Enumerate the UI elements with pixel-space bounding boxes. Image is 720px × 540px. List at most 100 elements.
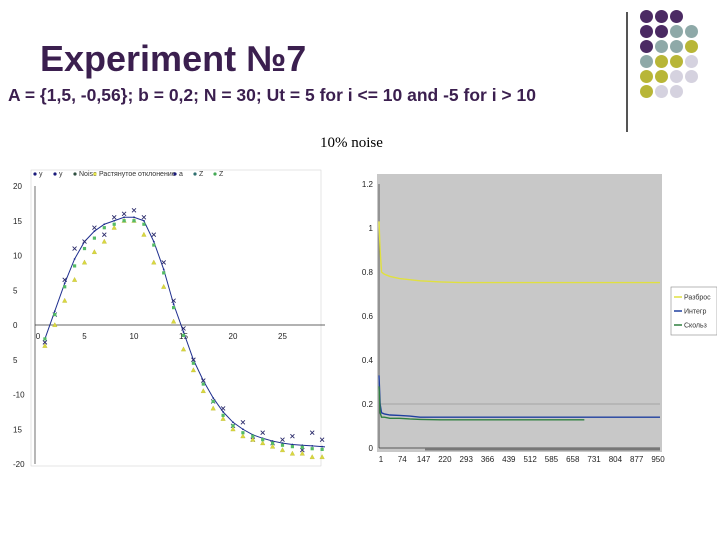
- data-point-model: [53, 310, 56, 312]
- data-point-model: [93, 230, 96, 233]
- data-point-z: [280, 443, 285, 447]
- decor-dot: [640, 70, 653, 83]
- data-point-z: [122, 219, 126, 223]
- decor-dot: [640, 85, 653, 98]
- x-tick-label: 293: [460, 455, 474, 464]
- data-point-model: [232, 421, 234, 424]
- data-point-z: [271, 441, 275, 445]
- data-point-model: [281, 442, 284, 445]
- data-point-noisy: [161, 260, 167, 265]
- point-x-stroke: [161, 260, 167, 265]
- x-tick-label: 0: [36, 332, 41, 341]
- point-x-stroke: [42, 340, 48, 345]
- y-tick-label: 0.8: [362, 268, 374, 277]
- data-point-deviation: [260, 440, 266, 446]
- data-point-z: [43, 337, 47, 341]
- data-point-noisy: [319, 437, 325, 442]
- data-point-z: [211, 399, 215, 404]
- decor-dot: [685, 25, 698, 38]
- point-x-stroke: [92, 225, 97, 231]
- series-line-integral: [378, 375, 660, 418]
- point-x-stroke: [260, 430, 266, 436]
- data-point-model: [172, 303, 175, 306]
- decor-dot: [670, 55, 683, 68]
- point-x-stroke: [151, 232, 157, 237]
- data-point-z: [82, 246, 87, 251]
- point-x-stroke: [280, 437, 285, 442]
- x-tick-label: 74: [398, 455, 407, 464]
- y-tick-label: -20: [13, 460, 25, 468]
- point-x-stroke: [319, 437, 325, 442]
- data-point-model: [291, 443, 294, 446]
- data-point-noisy: [240, 419, 246, 425]
- data-point-deviation: [141, 231, 147, 237]
- series-line-sliding: [378, 386, 585, 421]
- data-point-noisy: [121, 211, 127, 217]
- divider-line: [626, 12, 628, 132]
- legend-marker-left: [33, 172, 37, 176]
- data-point-model: [103, 223, 106, 226]
- x-tick-label: 366: [481, 455, 495, 464]
- y-tick-label: 10: [13, 252, 22, 261]
- decor-dot: [685, 55, 698, 68]
- decor-dot: [670, 85, 683, 98]
- data-point-deviation: [151, 259, 157, 265]
- legend-marker-left: [53, 172, 57, 176]
- data-point-deviation: [270, 443, 276, 449]
- data-point-noisy: [92, 225, 97, 231]
- y-tick-label: 0.2: [362, 400, 374, 409]
- x-tick-label: 804: [609, 455, 623, 464]
- data-point-noisy: [111, 214, 117, 220]
- marks-left: [42, 208, 325, 460]
- data-point-model: [212, 397, 215, 399]
- data-point-z: [92, 236, 96, 240]
- decor-dot: [670, 10, 683, 23]
- data-point-z: [73, 264, 77, 268]
- plot-area-right: [377, 174, 662, 452]
- data-point-noisy: [290, 433, 295, 439]
- data-point-z: [53, 312, 57, 317]
- data-point-deviation: [42, 343, 48, 348]
- data-point-noisy: [141, 214, 147, 220]
- data-point-deviation: [171, 318, 177, 324]
- data-point-z: [142, 222, 146, 226]
- data-point-z: [231, 424, 235, 428]
- data-point-z: [290, 445, 294, 449]
- y-tick-label: 1.2: [362, 180, 374, 189]
- data-point-noisy: [42, 340, 48, 345]
- data-point-deviation: [220, 416, 226, 421]
- point-x-stroke: [72, 246, 77, 251]
- data-point-noisy: [220, 406, 226, 411]
- marks-right: [378, 221, 660, 421]
- data-point-deviation: [52, 322, 58, 327]
- data-point-z: [261, 438, 265, 442]
- point-x-stroke: [141, 214, 147, 220]
- data-point-deviation: [200, 388, 206, 393]
- point-x-stroke: [290, 433, 295, 439]
- data-point-model: [321, 445, 323, 448]
- data-point-z: [320, 447, 324, 452]
- y-tick-label: 15: [13, 425, 22, 434]
- chart-right: 1.210.80.60.40.201 74 147 220 293 366 439 512 58…: [362, 174, 717, 464]
- data-point-z: [132, 219, 136, 223]
- legend-label-left: y: [59, 171, 63, 178]
- data-point-noisy: [82, 239, 87, 244]
- data-point-model: [242, 428, 244, 431]
- legend-label-right: Скольз: [684, 323, 707, 330]
- data-point-deviation: [279, 447, 286, 453]
- data-point-noisy: [131, 208, 137, 213]
- data-point-model: [182, 331, 185, 333]
- data-point-model: [123, 216, 125, 219]
- data-point-deviation: [190, 367, 196, 373]
- y-tick-label: 0.4: [362, 356, 374, 365]
- legend-marker-left: [93, 172, 97, 176]
- data-point-z: [221, 413, 225, 417]
- x-tick-label: 1: [379, 455, 384, 464]
- x-tick-label: 877: [630, 455, 644, 464]
- data-point-z: [241, 431, 245, 435]
- point-x-stroke: [171, 298, 176, 303]
- x-tick-label: 439: [502, 455, 516, 464]
- legend-right: Разброс Интегр Скольз: [674, 294, 711, 330]
- data-point-model: [113, 219, 116, 222]
